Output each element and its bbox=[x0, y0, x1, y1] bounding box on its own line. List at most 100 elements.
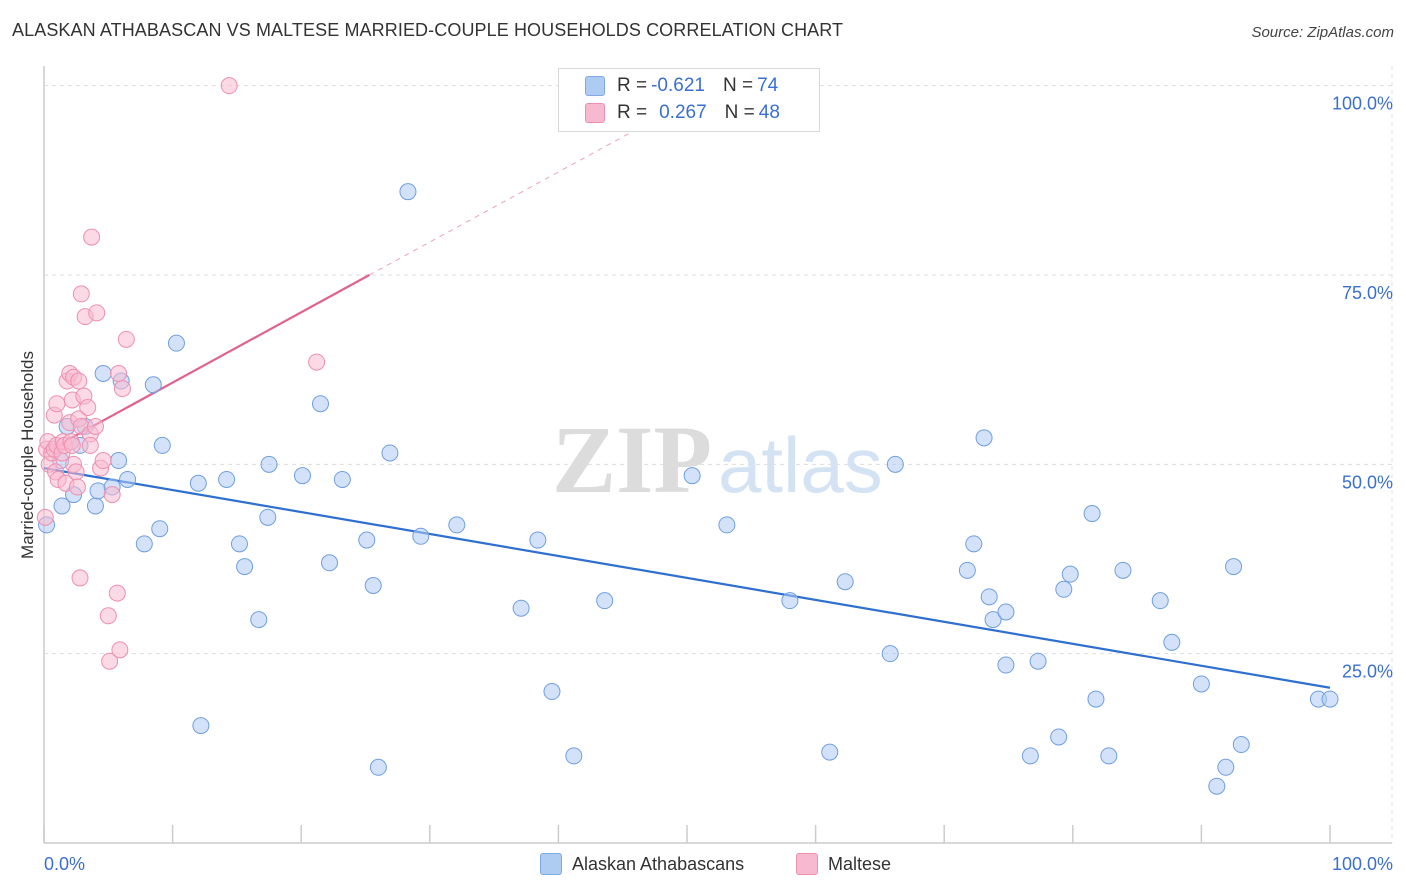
athabascan-point bbox=[320, 554, 338, 572]
athabascan-point bbox=[1029, 652, 1047, 670]
maltese-point bbox=[111, 641, 129, 659]
athabascan-point bbox=[1163, 633, 1181, 651]
legend-r-label: R = bbox=[617, 102, 648, 123]
athabascan-point bbox=[881, 645, 899, 663]
source-label: Source: ZipAtlas.com bbox=[1251, 24, 1394, 41]
athabascan-point bbox=[381, 444, 399, 462]
athabascan-point bbox=[448, 516, 466, 534]
athabascan-point bbox=[836, 573, 854, 591]
bottom-legend-athabascan: Alaskan Athabascans bbox=[540, 852, 744, 876]
athabascan-trend-line bbox=[43, 467, 1331, 689]
athabascan-point bbox=[781, 592, 799, 610]
watermark: ZIP atlas bbox=[552, 406, 883, 513]
athabascan-point bbox=[110, 452, 128, 470]
athabascan-point bbox=[1114, 561, 1132, 579]
x-tick-label-max: 100.0% bbox=[1332, 854, 1393, 874]
athabascan-point bbox=[144, 376, 162, 394]
bottom-legend-maltese: Maltese bbox=[796, 852, 891, 876]
athabascan-point bbox=[958, 561, 976, 579]
athabascan-point bbox=[259, 508, 277, 526]
athabascan-point bbox=[189, 474, 207, 492]
maltese-point bbox=[67, 463, 85, 481]
athabascan-point bbox=[886, 455, 904, 473]
maltese-point bbox=[94, 452, 112, 470]
maltese-point bbox=[108, 584, 126, 602]
maltese-point bbox=[83, 228, 101, 246]
maltese-point bbox=[99, 607, 117, 625]
athabascan-point bbox=[364, 577, 382, 595]
athabascan-point bbox=[1100, 747, 1118, 765]
watermark-atlas: atlas bbox=[718, 421, 883, 509]
athabascan-point bbox=[218, 470, 236, 488]
athabascan-point bbox=[997, 603, 1015, 621]
athabascan-point bbox=[119, 470, 137, 488]
athabascan-point bbox=[94, 364, 112, 382]
legend-row-maltese: R = 0.267 N = 48 bbox=[585, 100, 780, 126]
maltese-point bbox=[81, 436, 99, 454]
maltese-point bbox=[113, 380, 131, 398]
athabascan-point bbox=[1225, 558, 1243, 576]
stats-legend: R = -0.621 N = 74 R = 0.267 N = 48 bbox=[558, 68, 820, 132]
athabascan-point bbox=[980, 588, 998, 606]
athabascan-point bbox=[543, 683, 561, 701]
maltese-point bbox=[88, 304, 106, 322]
athabascan-point bbox=[975, 429, 993, 447]
y-tick-label: 75.0% bbox=[1342, 283, 1393, 303]
maltese-point bbox=[70, 372, 88, 390]
legend-row-athabascan: R = -0.621 N = 74 bbox=[585, 73, 778, 99]
legend-r-value: 0.267 bbox=[659, 102, 707, 123]
maltese-point bbox=[103, 486, 121, 504]
y-tick-label: 50.0% bbox=[1342, 472, 1393, 492]
maltese-point bbox=[110, 364, 128, 382]
athabascan-point bbox=[293, 467, 311, 485]
athabascan-point bbox=[1021, 747, 1039, 765]
legend-r-value: -0.621 bbox=[651, 75, 705, 96]
athabascan-point bbox=[250, 611, 268, 629]
maltese-point bbox=[79, 399, 97, 417]
athabascan-point bbox=[997, 656, 1015, 674]
maltese-point bbox=[86, 417, 104, 435]
athabascan-point bbox=[358, 531, 376, 549]
athabascan-point bbox=[1087, 690, 1105, 708]
maltese-point bbox=[36, 508, 54, 526]
athabascan-point bbox=[53, 497, 71, 515]
legend-r-label: R = bbox=[617, 75, 648, 96]
athabascan-point bbox=[965, 535, 983, 553]
athabascan-point bbox=[412, 527, 430, 545]
athabascan-point bbox=[718, 516, 736, 534]
athabascan-point bbox=[167, 334, 185, 352]
maltese-point bbox=[72, 285, 90, 303]
athabascan-point bbox=[821, 743, 839, 761]
legend-n-label: N = bbox=[724, 102, 755, 123]
athabascan-point bbox=[369, 758, 387, 776]
legend-n-value: 74 bbox=[757, 75, 779, 96]
maltese-point bbox=[48, 395, 66, 413]
athabascan-point bbox=[89, 482, 107, 500]
athabascan-point bbox=[512, 599, 530, 617]
athabascan-point bbox=[1151, 592, 1169, 610]
athabascan-point bbox=[153, 436, 171, 454]
watermark-zip: ZIP bbox=[552, 406, 712, 513]
legend-swatch-athabascan bbox=[585, 76, 605, 96]
athabascan-point bbox=[1050, 728, 1068, 746]
legend-n-label: N = bbox=[722, 75, 754, 96]
athabascan-point bbox=[1208, 777, 1226, 795]
athabascan-point bbox=[1061, 565, 1079, 583]
bottom-legend-swatch-athabascan bbox=[540, 853, 562, 875]
maltese-point bbox=[68, 478, 86, 496]
athabascan-point bbox=[236, 558, 254, 576]
x-tick-label-min: 0.0% bbox=[44, 854, 85, 874]
maltese-point bbox=[220, 77, 238, 95]
maltese-point bbox=[101, 652, 119, 670]
athabascan-point bbox=[135, 535, 153, 553]
bottom-legend-label-athabascan: Alaskan Athabascans bbox=[572, 853, 745, 874]
athabascan-point bbox=[311, 395, 329, 413]
data-points bbox=[36, 77, 1339, 795]
athabascan-point bbox=[1232, 736, 1250, 754]
athabascan-point bbox=[151, 520, 169, 538]
athabascan-point bbox=[984, 611, 1002, 629]
athabascan-point bbox=[565, 747, 583, 765]
athabascan-point bbox=[86, 497, 104, 515]
athabascan-point bbox=[260, 455, 278, 473]
